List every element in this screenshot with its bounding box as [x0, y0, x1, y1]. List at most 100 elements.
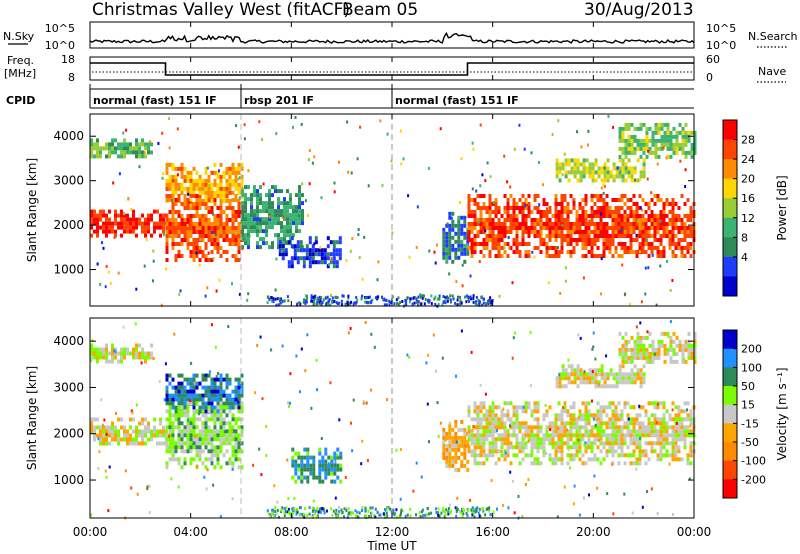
heatmap-cell	[306, 467, 310, 472]
heatmap-cell	[171, 166, 175, 171]
heatmap-cell	[231, 497, 234, 501]
heatmap-cell	[198, 202, 202, 206]
heatmap-cell	[500, 246, 504, 250]
heatmap-cell	[457, 235, 461, 240]
heatmap-cell	[599, 441, 603, 446]
heatmap-cell	[317, 296, 320, 300]
heatmap-cell	[611, 210, 615, 214]
heatmap-cell	[605, 453, 609, 458]
heatmap-cell	[438, 294, 441, 298]
heatmap-cell	[605, 214, 609, 218]
heatmap-cell	[630, 142, 634, 147]
heatmap-cell	[108, 441, 111, 446]
heatmap-cell	[152, 279, 154, 283]
heatmap-cell	[177, 381, 181, 386]
heatmap-cell	[330, 459, 334, 464]
heatmap-cell	[630, 170, 634, 175]
heatmap-cell	[686, 429, 690, 434]
heatmap-cell	[642, 376, 646, 381]
heatmap-cell	[138, 421, 141, 426]
heatmap-cell	[308, 256, 312, 261]
heatmap-cell	[500, 238, 504, 242]
heatmap-cell	[247, 229, 250, 234]
heatmap-cell	[488, 405, 492, 410]
heatmap-cell	[488, 298, 491, 302]
heatmap-cell	[612, 174, 616, 179]
heatmap-cell	[198, 393, 202, 398]
heatmap-cell	[312, 467, 316, 472]
heatmap-cell	[237, 409, 241, 414]
heatmap-cell	[225, 238, 229, 242]
heatmap-cell	[503, 457, 507, 462]
heatmap-cell	[596, 445, 600, 450]
heatmap-cell	[111, 150, 114, 155]
heatmap-cell	[241, 237, 244, 242]
heatmap-cell	[327, 467, 331, 472]
heatmap-cell	[626, 429, 630, 434]
heatmap-cell	[189, 174, 193, 179]
heatmap-cell	[189, 401, 193, 406]
heatmap-cell	[267, 512, 270, 516]
heatmap-cell	[231, 162, 235, 167]
heatmap-cell	[162, 429, 165, 434]
heatmap-cell	[356, 510, 359, 514]
heatmap-cell	[96, 138, 99, 143]
heatmap-cell	[291, 515, 294, 519]
heatmap-cell	[542, 202, 546, 206]
heatmap-cell	[265, 233, 268, 238]
heatmap-cell	[590, 254, 594, 258]
heatmap-cell	[451, 447, 455, 452]
heatmap-cell	[551, 441, 555, 446]
heatmap-cell	[524, 453, 528, 458]
heatmap-cell	[463, 219, 467, 224]
heatmap-cell	[482, 405, 486, 410]
heatmap-cell	[280, 221, 283, 226]
heatmap-cell	[599, 198, 603, 202]
heatmap-cell	[615, 380, 619, 385]
heatmap-cell	[445, 255, 449, 260]
heatmap-cell	[539, 222, 543, 226]
heatmap-cell	[583, 370, 586, 374]
heatmap-cell	[99, 225, 102, 230]
heatmap-cell	[219, 413, 223, 418]
heatmap-cell	[660, 146, 664, 151]
heatmap-cell	[222, 453, 226, 458]
heatmap-cell	[198, 218, 202, 222]
heatmap-cell	[333, 181, 336, 185]
heatmap-cell	[143, 151, 146, 155]
heatmap-cell	[210, 323, 213, 327]
heatmap-cell	[596, 486, 599, 490]
y-tick-label: 3000	[53, 174, 84, 188]
heatmap-cell	[277, 213, 280, 218]
heatmap-cell	[500, 413, 504, 418]
heatmap-cell	[207, 174, 211, 179]
heatmap-cell	[186, 433, 190, 438]
heatmap-cell	[597, 170, 601, 175]
heatmap-cell	[302, 256, 306, 261]
heatmap-cell	[657, 138, 661, 143]
heatmap-cell	[563, 429, 567, 434]
heatmap-cell	[558, 376, 562, 381]
heatmap-cell	[494, 222, 498, 226]
heatmap-cell	[509, 214, 513, 218]
heatmap-cell	[530, 429, 534, 434]
heatmap-cell	[147, 146, 150, 151]
heatmap-cell	[168, 230, 172, 234]
heatmap-cell	[395, 508, 398, 512]
heatmap-cell	[479, 194, 483, 198]
heatmap-cell	[265, 424, 268, 428]
heatmap-cell	[645, 154, 649, 159]
heatmap-cell	[693, 351, 697, 356]
heatmap-cell	[524, 425, 528, 430]
heatmap-cell	[564, 174, 568, 179]
heatmap-cell	[683, 429, 687, 434]
heatmap-cell	[99, 213, 102, 218]
heatmap-cell	[514, 331, 517, 335]
heatmap-cell	[256, 197, 259, 202]
heatmap-cell	[138, 154, 141, 159]
heatmap-cell	[384, 508, 386, 511]
heatmap-cell	[596, 222, 600, 226]
heatmap-cell	[443, 515, 446, 519]
heatmap-cell	[635, 226, 639, 230]
heatmap-cell	[222, 170, 226, 175]
